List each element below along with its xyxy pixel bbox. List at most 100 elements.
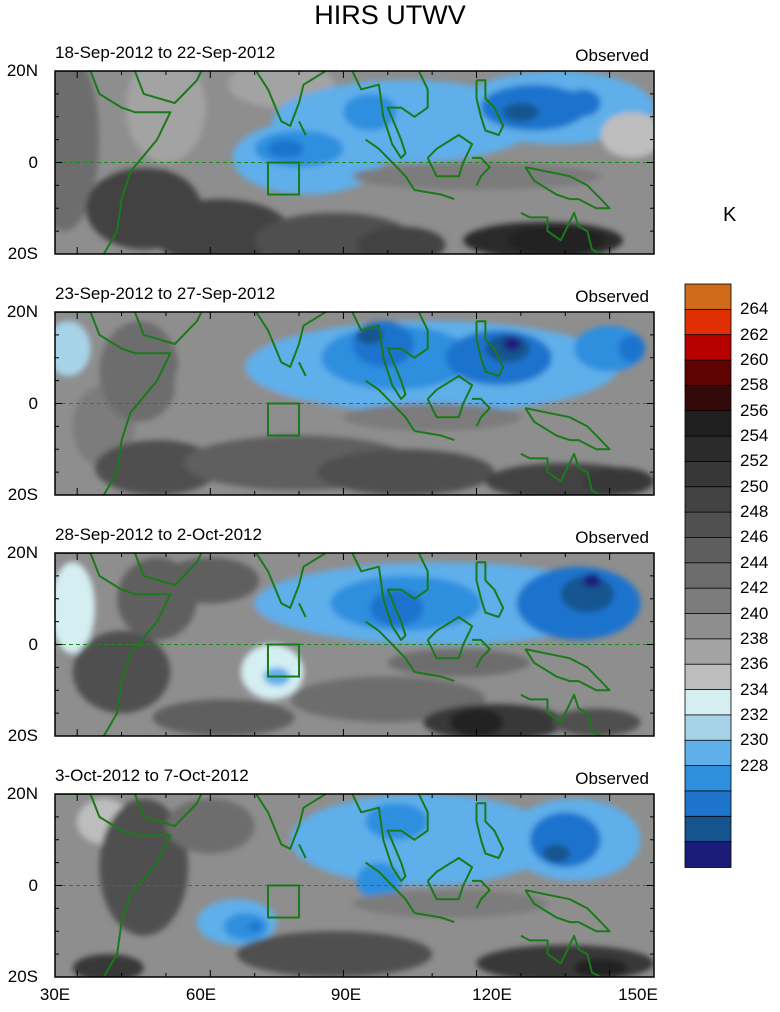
coastline — [472, 879, 491, 909]
field-blob — [543, 844, 570, 863]
y-tick-label: 0 — [28, 634, 38, 654]
field-blob — [503, 103, 539, 122]
coastline — [365, 861, 416, 914]
coastline — [55, 312, 172, 495]
field-blob — [99, 321, 180, 422]
field-blob — [126, 71, 206, 163]
field-blob — [551, 708, 641, 736]
panel-period: 18-Sep-2012 to 22-Sep-2012 — [55, 43, 276, 62]
field-blob — [99, 798, 189, 936]
coastline — [475, 79, 505, 136]
axis-ticks — [55, 70, 655, 255]
coastline — [520, 934, 602, 977]
field-blob — [352, 890, 548, 918]
field-blob — [72, 630, 171, 714]
field-blob — [223, 912, 268, 941]
coastline — [520, 452, 602, 495]
field-blob — [560, 575, 615, 613]
x-tick-label: 120E — [472, 985, 512, 1004]
field-blob — [503, 337, 521, 351]
field-blob — [565, 89, 601, 117]
coastline — [55, 71, 172, 254]
field-blob — [507, 226, 606, 254]
panel-label: Observed — [575, 769, 649, 788]
field-blob — [148, 199, 291, 254]
coastline — [472, 156, 491, 186]
coastline — [426, 375, 474, 419]
coastline — [524, 889, 611, 933]
coastline — [133, 794, 203, 827]
panel-period: 28-Sep-2012 to 2-Oct-2012 — [55, 525, 262, 544]
y-tick-label: 0 — [28, 152, 38, 172]
region-box — [266, 402, 301, 437]
field-blob — [152, 699, 295, 736]
axis-ticks — [55, 311, 655, 496]
field-blob — [165, 798, 255, 854]
map-plot — [54, 70, 655, 255]
y-tick-label: 20N — [6, 302, 38, 321]
field-blob — [55, 71, 100, 232]
field-blob — [583, 573, 601, 588]
coastline — [55, 794, 172, 977]
coastline — [475, 802, 505, 859]
coastline — [298, 361, 307, 377]
field-blob — [352, 162, 601, 190]
coastline — [351, 71, 429, 159]
coastline — [351, 312, 429, 400]
x-tick-label: 90E — [330, 985, 362, 1004]
coastline — [298, 843, 307, 859]
field-blob — [290, 676, 486, 723]
coastline — [55, 553, 172, 736]
coastline — [524, 648, 611, 692]
coastline — [351, 553, 429, 641]
coastline — [426, 857, 474, 901]
field-blob — [55, 562, 95, 654]
coastline — [414, 671, 455, 683]
field-blob — [55, 807, 91, 945]
panel: 28-Sep-2012 to 2-Oct-2012 Observed 20N 0 20S — [0, 525, 780, 765]
panel-label: Observed — [575, 46, 649, 65]
map-plot — [54, 793, 655, 978]
field-blob — [343, 93, 397, 131]
axis-ticks — [55, 793, 655, 978]
figure-title: HIRS UTWV — [314, 0, 466, 30]
coastline — [426, 134, 474, 178]
coastline — [133, 71, 203, 104]
coastline — [365, 138, 416, 191]
coastline — [414, 912, 455, 924]
coastline — [241, 312, 327, 368]
coastline — [133, 553, 203, 586]
panel-label: Observed — [575, 287, 649, 306]
field-blob — [600, 112, 654, 158]
y-tick-label: 20S — [7, 485, 38, 504]
field-blob — [55, 321, 91, 377]
coastline — [241, 553, 327, 609]
coastline — [298, 602, 307, 618]
field-blob — [94, 440, 220, 495]
coastline — [472, 638, 491, 668]
coastline — [241, 71, 327, 127]
field-blob — [290, 794, 557, 886]
y-tick-label: 20S — [7, 244, 38, 263]
coastline — [524, 166, 611, 210]
x-tick-label: 150E — [618, 985, 658, 1004]
y-tick-label: 20N — [6, 543, 38, 562]
panel-label: Observed — [575, 528, 649, 547]
y-tick-label: 0 — [28, 393, 38, 413]
y-tick-label: 20S — [7, 726, 38, 745]
field-blob — [161, 557, 260, 604]
coastline — [475, 561, 505, 618]
panel: 23-Sep-2012 to 27-Sep-2012 Observed 20N 0 20… — [0, 284, 780, 524]
field-blob — [618, 334, 646, 363]
field-blob — [236, 931, 433, 977]
axis-ticks — [55, 552, 655, 737]
coastline — [414, 430, 455, 442]
coastline — [298, 120, 307, 136]
field-blob — [574, 958, 628, 977]
panel-period: 23-Sep-2012 to 27-Sep-2012 — [55, 284, 276, 303]
coastline — [472, 397, 491, 427]
region-box — [266, 643, 301, 678]
x-tick-label: 60E — [185, 985, 217, 1004]
region-box — [266, 884, 301, 919]
panel: 3-Oct-2012 to 7-Oct-2012 Observed 20N 0 20S — [0, 766, 780, 1006]
